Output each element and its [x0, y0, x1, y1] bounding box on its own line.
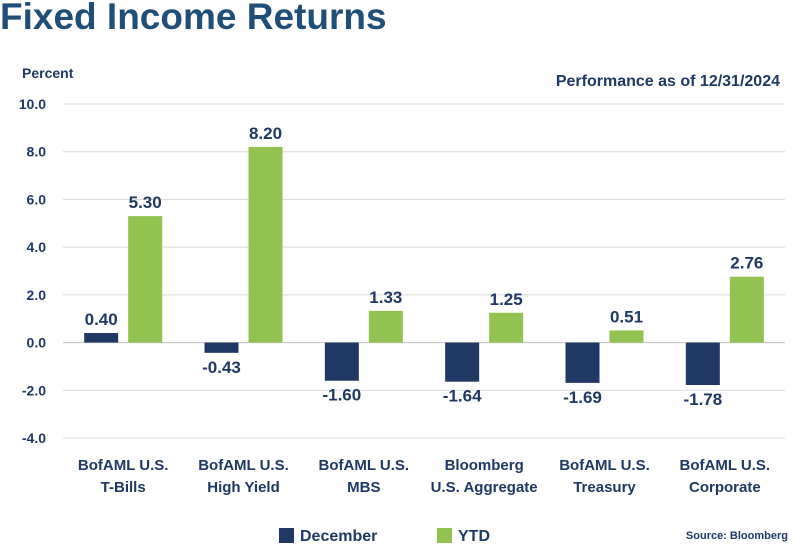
- bar-december: [445, 342, 480, 382]
- bar-december: [685, 342, 720, 386]
- data-label: -1.78: [683, 390, 722, 409]
- y-tick-label: 6.0: [27, 191, 47, 207]
- category-label: BofAML U.S.: [680, 457, 771, 474]
- bar-december: [204, 342, 239, 353]
- data-label: 0.40: [85, 310, 118, 329]
- category-labels: BofAML U.S. T-Bills BofAML U.S. High Yield B…: [78, 457, 770, 496]
- bar-ytd: [609, 330, 644, 343]
- data-labels: 0.40 5.30 -0.43 8.20 -1.60 1.33 -1.64 1.25 -1.69…: [85, 124, 764, 409]
- category-label: U.S. Aggregate: [431, 479, 538, 496]
- bar-december: [324, 342, 359, 381]
- category-label: Bloomberg: [445, 457, 524, 474]
- bars: [84, 146, 764, 386]
- data-label: -1.64: [443, 387, 482, 406]
- y-tick-label: 0.0: [27, 335, 47, 351]
- category-label: High Yield: [207, 479, 280, 496]
- legend-label-december: December: [300, 528, 377, 545]
- data-label: 5.30: [129, 193, 162, 212]
- data-label: -0.43: [202, 358, 241, 377]
- category-label: Treasury: [573, 479, 636, 496]
- y-tick-label: 10.0: [19, 96, 46, 112]
- category-label: BofAML U.S.: [198, 457, 289, 474]
- legend-label-ytd: YTD: [458, 528, 490, 545]
- data-label: 0.51: [610, 307, 643, 326]
- data-label: 1.25: [490, 290, 523, 309]
- data-label: 1.33: [369, 288, 402, 307]
- y-tick-label: 2.0: [27, 287, 47, 303]
- page-title: Fixed Income Returns: [0, 0, 387, 37]
- legend-swatch-december: [279, 528, 294, 543]
- category-label: BofAML U.S.: [559, 457, 650, 474]
- gridlines: 10.0 8.0 6.0 4.0 2.0 0.0 -2.0 -4.0: [19, 96, 785, 446]
- bar-ytd: [368, 310, 403, 343]
- y-tick-label: -4.0: [22, 430, 46, 446]
- bar-ytd: [729, 276, 764, 343]
- legend: December YTD: [279, 528, 490, 545]
- y-tick-label: -2.0: [22, 382, 46, 398]
- y-axis-label: Percent: [22, 65, 74, 81]
- category-label: Corporate: [689, 479, 761, 496]
- data-label: -1.69: [563, 388, 602, 407]
- bar-december: [84, 333, 119, 343]
- legend-swatch-ytd: [437, 528, 452, 543]
- y-tick-label: 4.0: [27, 239, 47, 255]
- y-tick-label: 8.0: [27, 144, 47, 160]
- category-label: MBS: [347, 479, 380, 496]
- bar-ytd: [128, 216, 163, 343]
- source-note: Source: Bloomberg: [686, 530, 788, 542]
- data-label: 2.76: [730, 254, 763, 273]
- bar-ytd: [489, 312, 524, 343]
- category-label: BofAML U.S.: [319, 457, 410, 474]
- data-label: -1.60: [322, 386, 361, 405]
- chart-subtitle: Performance as of 12/31/2024: [556, 73, 780, 90]
- category-label: T-Bills: [101, 479, 146, 496]
- bar-december: [565, 342, 600, 383]
- data-label: 8.20: [249, 124, 282, 143]
- category-label: BofAML U.S.: [78, 457, 169, 474]
- bar-ytd: [248, 146, 283, 343]
